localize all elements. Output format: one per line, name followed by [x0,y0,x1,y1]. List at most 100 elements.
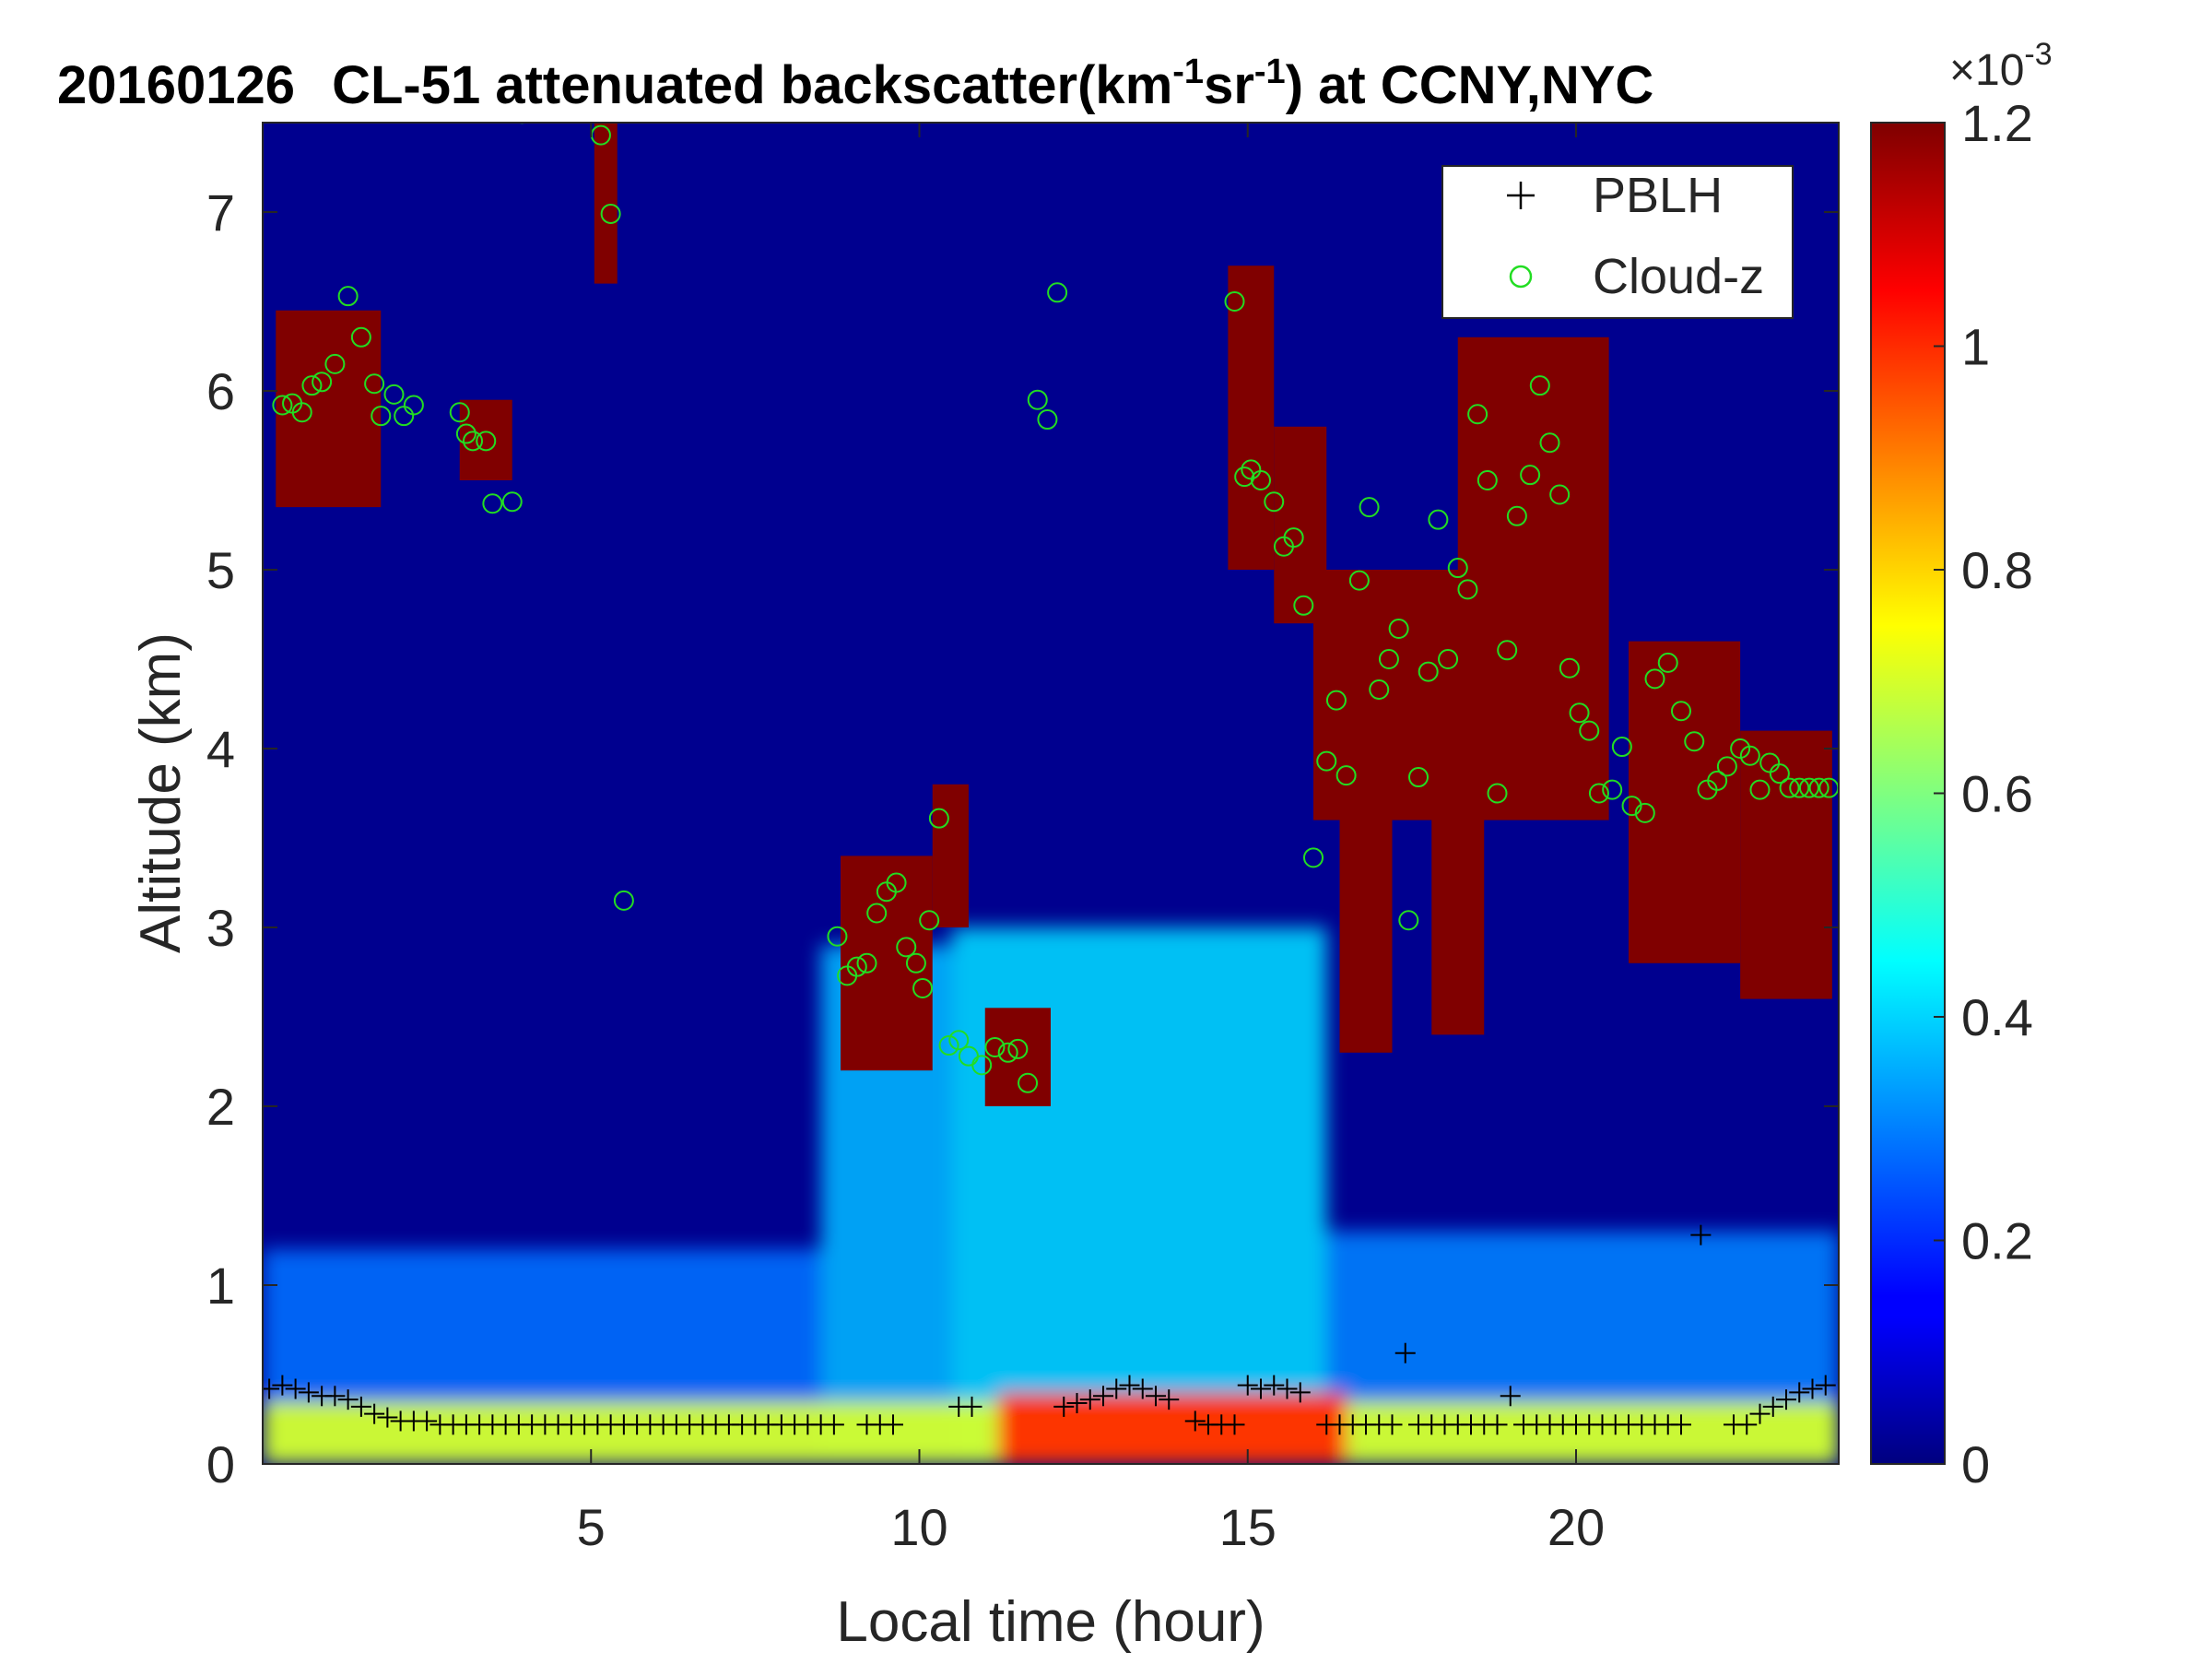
x-tick-label: 15 [1219,1498,1277,1556]
colorbar-tick-label: 0.6 [1961,765,2033,823]
pblh-marker [1277,1378,1298,1399]
pblh-marker [1053,1396,1075,1417]
chart-title: 20160126 CL-51 attenuated backscatter(km-… [57,53,1653,115]
colorbar-multiplier: ×10-3 [1949,37,2053,95]
pblh-marker [377,1407,398,1428]
cloud-z-marker [613,890,634,911]
cloud-z-marker [948,1030,970,1051]
cloud-z-marker [1808,777,1830,798]
cloud-z-marker [449,402,470,423]
cloud-z-marker [312,372,333,393]
legend-entry-cloud-z: Cloud-z [1509,249,1764,304]
pblh-marker [272,1375,293,1396]
cloud-z-marker [1611,737,1632,758]
cloud-z-marker [1549,484,1571,505]
title-sup1: -1 [1172,53,1204,91]
colorbar: 0 0.2 0.4 0.6 0.8 1 1.2 ×10-3 [1870,37,2053,1493]
cloud-z-marker [1559,657,1580,679]
y-tick-label: 0 [206,1435,235,1493]
cloud-region [1228,266,1275,570]
legend-cloud-z-label: Cloud-z [1593,249,1764,304]
cloud-z-marker [1779,777,1800,798]
cloud-z-marker [301,375,323,396]
cloud-z-marker [1769,763,1790,785]
cloud-z-marker [1487,783,1508,804]
cloud-z-marker [1018,1072,1039,1093]
cloud-z-marker [350,326,371,348]
pblh-markers [263,1224,1836,1435]
plot-frame [262,122,1840,1465]
cloud-z-marker [1621,796,1642,817]
cloud-z-marker [403,395,424,416]
cloud-z-marker [291,402,312,423]
cloud-z-marker [856,952,877,974]
legend-cloud-z-marker [1509,265,1533,289]
pblh-marker [1251,1378,1271,1399]
pblh-marker [1736,1414,1758,1435]
cloud-z-marker [1716,756,1737,777]
cloud-z-marker [600,203,621,224]
cloud-z-marker [1457,579,1478,600]
cloud-z-marker [1477,470,1498,490]
cloud-z-marker [919,910,940,931]
cloud-z-marker [1671,701,1691,722]
cloud-z-marker [1539,432,1560,454]
pblh-marker [1237,1375,1258,1396]
cloud-z-marker [928,808,949,829]
title-mid: sr [1204,55,1254,115]
y-tick-label: 5 [206,541,235,599]
cloud-z-marker [1657,652,1678,673]
cloud-z-marker [364,373,385,395]
cloud-z-marker [1438,649,1459,669]
plot-area [263,123,1839,1464]
cloud-z-marker [1644,668,1665,690]
cloud-z-marker [1408,767,1429,788]
cloud-region [594,123,618,284]
cloud-z-marker [1798,777,1819,798]
cloud-z-marker [337,286,359,307]
legend: PBLH Cloud-z [1441,165,1794,319]
cloud-z-marker [1579,720,1600,741]
y-axis-label: Altitude (km) [129,632,193,953]
pblh-marker [1289,1382,1311,1403]
cloud-z-marker [896,937,917,958]
cloud-z-marker [1520,465,1541,486]
title-prefix: CL-51 attenuated backscatter(km [332,55,1172,115]
pblh-marker [263,1378,280,1399]
pblh-marker [1802,1378,1823,1399]
cloud-z-marker [1497,640,1518,661]
colorbar-tick-label: 0 [1961,1435,1990,1493]
cloud-region [459,399,512,480]
cloud-z-marker [455,423,477,444]
cloud-region [1457,336,1609,820]
cloud-z-marker [1398,910,1419,931]
pblh-marker [1066,1393,1088,1414]
pblh-marker [1224,1414,1245,1435]
pblh-marker [337,1389,359,1410]
cloud-z-marker [1047,282,1068,303]
cloud-z-marker [272,395,293,416]
pblh-marker [1789,1382,1810,1403]
legend-pblh-label: PBLH [1593,168,1723,223]
cloud-region [1339,694,1393,1053]
cloud-z-marker [1388,619,1409,640]
cloud-z-marker [1506,505,1527,526]
cloud-z-marker [1007,1038,1029,1059]
cloud-z-marker [476,431,497,452]
pblh-marker [1762,1396,1783,1417]
cloud-region [932,784,969,927]
colorbar-tick-label: 1 [1961,318,1990,376]
cloud-z-marker [1588,783,1609,804]
x-tick-label: 20 [1547,1498,1605,1556]
x-axis: 5 10 15 20 [577,123,1605,1556]
cloud-z-marker [1447,558,1468,579]
cloud-z-marker [1569,702,1590,724]
cloud-region [1740,730,1832,999]
pblh-marker [1487,1414,1508,1435]
cloud-z-marker [1335,765,1357,786]
cloud-z-marker [371,406,392,427]
pblh-marker [1776,1389,1796,1410]
pblh-marker [285,1378,306,1399]
pblh-marker [1815,1375,1836,1396]
